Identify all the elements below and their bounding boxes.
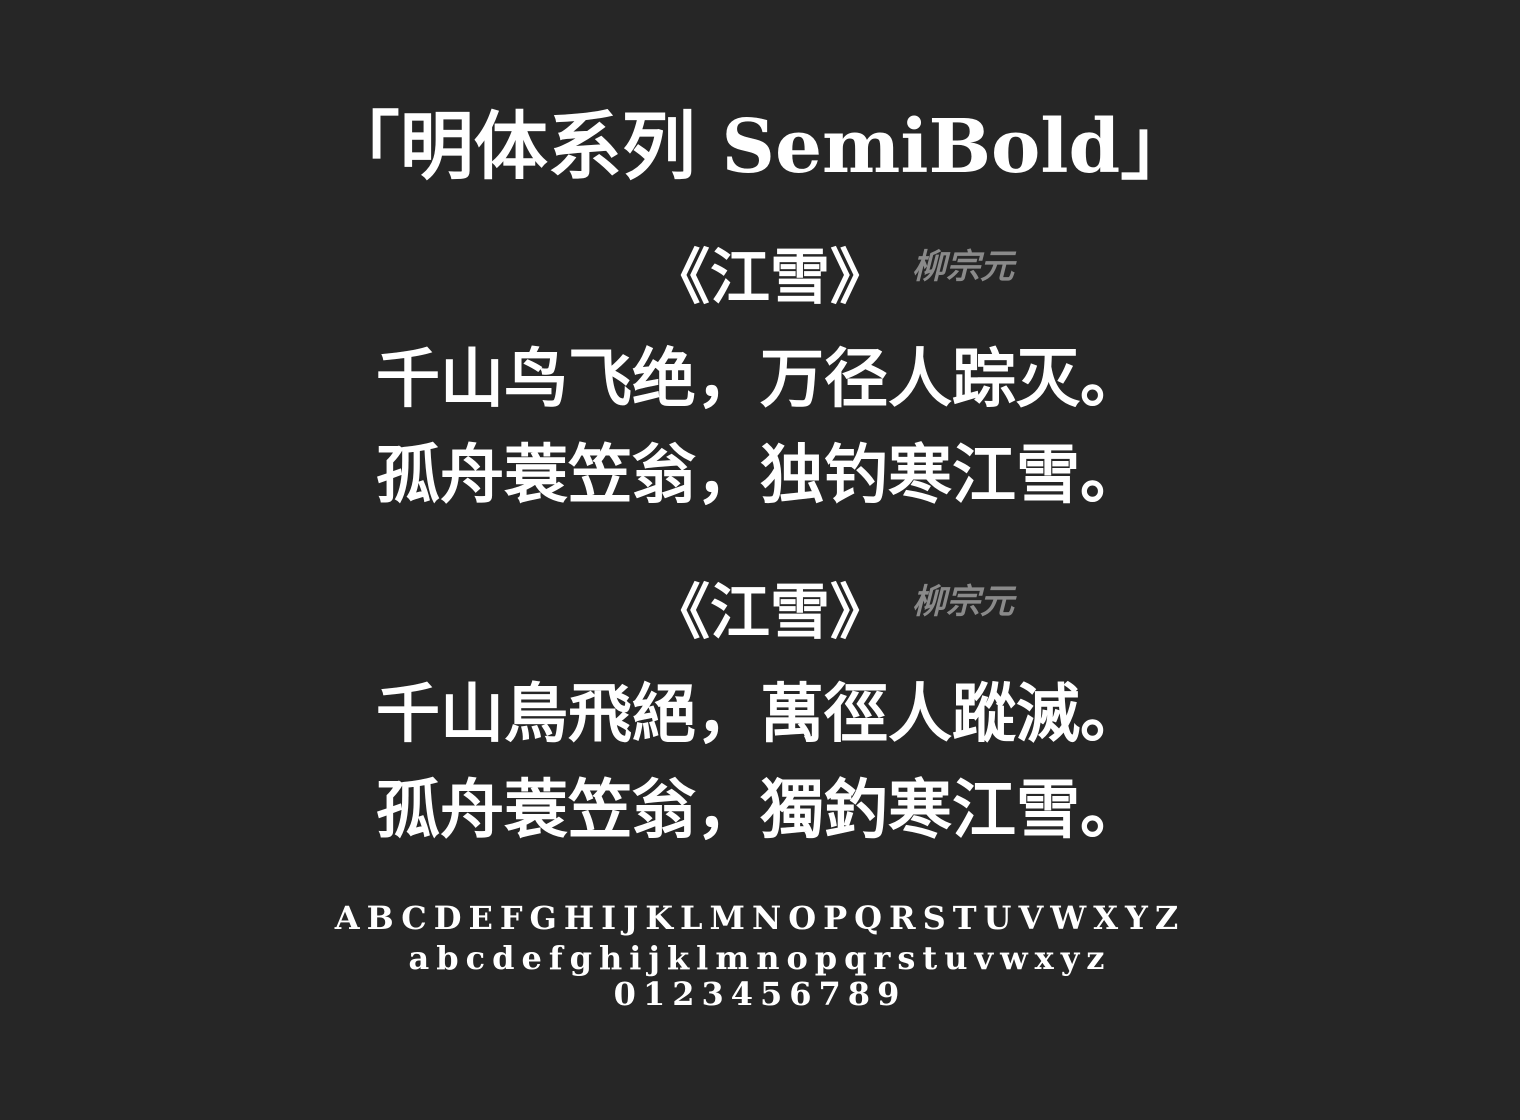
poem-line: 孤舟蓑笠翁，独钓寒江雪。 [376,438,1144,513]
poem-line: 千山鳥飛絕，萬徑人蹤滅。 [376,677,1144,752]
poem-title: 《江雪》 [650,578,890,648]
page-title: 「明体系列 SemiBold」 [325,104,1195,190]
poem-header: 《江雪》 柳宗元 [650,238,1014,318]
poem-author: 柳宗元 [912,582,1014,622]
poem-line: 千山鸟飞绝，万径人踪灭。 [376,342,1144,417]
poem-line: 孤舟蓑笠翁，獨釣寒江雪。 [376,773,1144,848]
digits-specimen: 0123456789 [613,975,907,1013]
uppercase-specimen: ABCDEFGHIJKLMNOPQRSTUVWXYZ [334,899,1186,937]
poem-title: 《江雪》 [650,243,890,313]
poem-author: 柳宗元 [912,247,1014,287]
lowercase-specimen: abcdefghijklmnopqrstuvwxyz [408,939,1112,977]
poem-header: 《江雪》 柳宗元 [650,573,1014,653]
